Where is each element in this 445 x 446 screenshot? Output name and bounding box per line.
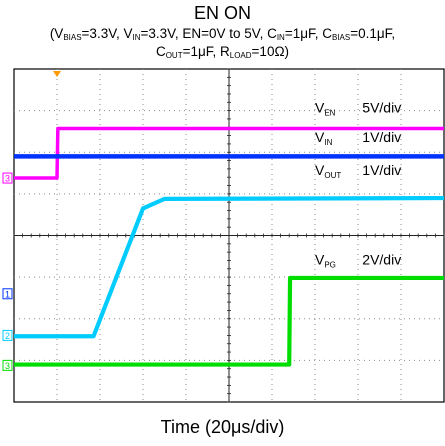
ref-marker-v-pg [2,359,13,371]
scale-v-en: 5V/div [362,100,401,116]
label-v-en: VEN [315,100,336,118]
trace-v-pg [14,275,444,367]
scale-v-in: 1V/div [362,129,401,145]
chart-conditions-line-2: COUT=1μF, RLOAD=10Ω) [155,44,290,60]
chart-title: EN ON [193,3,251,23]
label-v-pg: VPG [315,252,336,270]
ref-marker-label: 2 [5,331,10,341]
ref-marker-label: 3 [5,174,10,184]
chart-conditions-line-1: (VBIAS=3.3V, VIN=3.3V, EN=0V to 5V, CIN=… [49,26,396,42]
ref-marker-v-out [2,329,13,341]
ref-marker-label: 3 [5,361,10,371]
ref-marker-v-en [2,172,13,184]
scale-v-pg: 2V/div [362,252,401,268]
trace-v-en [14,126,444,180]
ref-marker-v-in [2,288,13,300]
scale-v-out: 1V/div [362,162,401,178]
ref-marker-label: 1 [5,289,10,299]
x-axis-label: Time (20μs/div) [160,417,285,437]
trace-v-out [14,195,445,339]
label-v-out: VOUT [315,162,341,180]
label-v-in: VIN [315,129,333,147]
trigger-marker [53,71,61,77]
